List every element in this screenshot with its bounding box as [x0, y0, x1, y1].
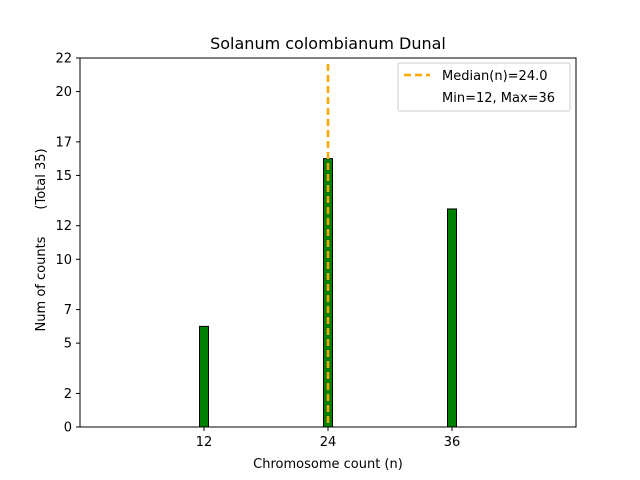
- y-tick-label-22: 22: [55, 52, 72, 67]
- y-tick-label-0: 0: [64, 421, 72, 436]
- x-ticks: 12 24 36: [196, 427, 461, 450]
- bar-36: [447, 208, 457, 428]
- y-tick-label-10: 10: [55, 253, 72, 268]
- x-tick-label-24: 24: [320, 435, 337, 450]
- y-tick-label-7: 7: [64, 303, 72, 318]
- y-axis-total-label: (Total 35): [34, 148, 49, 209]
- bar-12: [199, 325, 209, 428]
- bars-group: [110, 158, 486, 428]
- x-axis-label: Chromosome count (n): [253, 457, 403, 472]
- y-tick-label-20: 20: [55, 85, 72, 100]
- y-axis-label: Num of counts: [34, 236, 49, 331]
- legend: Median(n)=24.0 Min=12, Max=36: [397, 62, 571, 112]
- legend-median-text: Median(n)=24.0: [442, 69, 548, 84]
- y-tick-label-2: 2: [64, 387, 72, 402]
- y-tick-label-5: 5: [64, 337, 72, 352]
- y-tick-label-15: 15: [55, 169, 72, 184]
- y-ticks: 0 2 5 7 10 12 15 17 20 22: [55, 52, 80, 436]
- chart-title: Solanum colombianum Dunal: [210, 34, 446, 53]
- x-tick-label-36: 36: [444, 435, 461, 450]
- legend-range-text: Min=12, Max=36: [442, 91, 555, 106]
- y-tick-label-17: 17: [55, 135, 72, 150]
- legend-box: [397, 62, 571, 112]
- y-tick-label-12: 12: [55, 219, 72, 234]
- x-tick-label-12: 12: [196, 435, 213, 450]
